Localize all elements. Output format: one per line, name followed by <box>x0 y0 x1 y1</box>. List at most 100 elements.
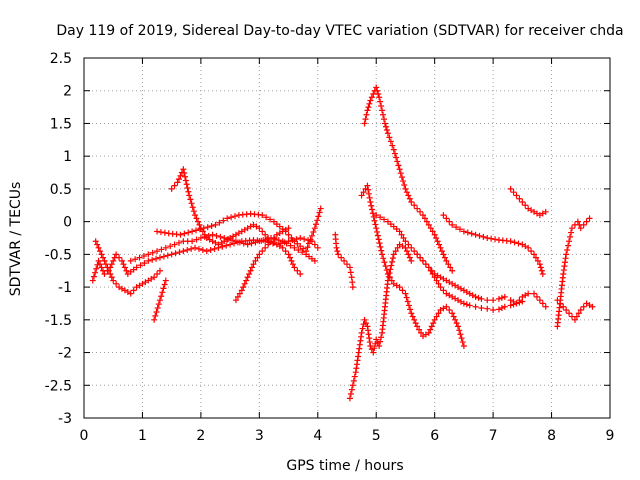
data-point <box>484 297 491 304</box>
data-point <box>396 284 403 291</box>
series-arc-l <box>414 251 526 313</box>
data-point <box>369 210 376 217</box>
data-point <box>378 334 385 341</box>
data-point <box>156 267 163 274</box>
data-point <box>254 254 261 261</box>
plot-frame <box>83 57 611 419</box>
data-point <box>350 377 357 384</box>
data-point <box>484 305 491 312</box>
data-point <box>89 277 96 284</box>
data-point <box>456 327 463 334</box>
data-point <box>537 264 544 271</box>
data-point <box>560 303 567 310</box>
data-point <box>213 232 220 239</box>
data-point <box>532 254 539 261</box>
data-point <box>197 235 204 241</box>
data-point <box>419 212 426 219</box>
data-point <box>365 104 372 111</box>
data-point <box>232 297 239 304</box>
data-point <box>185 229 192 236</box>
data-point <box>416 326 423 333</box>
data-point <box>381 116 388 123</box>
data-point <box>394 244 401 251</box>
data-point <box>256 251 263 258</box>
series-arc-e <box>168 166 304 277</box>
x-tick-label: 2 <box>196 428 205 444</box>
data-point <box>478 295 485 302</box>
data-point <box>373 84 380 91</box>
data-point <box>384 271 391 277</box>
x-tick-label: 5 <box>372 428 381 444</box>
data-point <box>437 284 444 291</box>
data-point <box>154 271 161 277</box>
series-arc-i <box>346 241 415 402</box>
data-point <box>291 264 298 271</box>
data-point <box>382 123 389 130</box>
data-point <box>95 257 102 264</box>
data-point <box>501 303 508 310</box>
data-point <box>536 261 543 268</box>
data-point <box>247 267 254 274</box>
data-point <box>393 154 400 161</box>
data-point <box>574 218 581 225</box>
data-point <box>427 326 434 333</box>
data-point <box>566 238 573 245</box>
data-point <box>217 233 224 240</box>
data-point <box>455 323 462 330</box>
data-point <box>244 274 251 281</box>
data-point <box>533 293 540 300</box>
data-point <box>120 261 127 268</box>
data-point <box>389 255 396 262</box>
y-tick-label: 1 <box>63 149 72 165</box>
data-point <box>411 316 418 323</box>
data-point <box>366 194 373 201</box>
data-point <box>371 217 378 224</box>
data-point <box>92 269 99 276</box>
data-point <box>130 287 137 294</box>
data-point <box>151 274 158 281</box>
data-point <box>168 185 175 192</box>
data-point <box>436 241 443 248</box>
data-point <box>460 343 467 349</box>
data-point <box>403 294 410 301</box>
data-point <box>531 290 538 297</box>
data-point <box>360 189 367 196</box>
data-point <box>236 239 243 246</box>
data-point <box>110 257 117 264</box>
x-tick-label: 8 <box>547 428 556 444</box>
data-point <box>285 251 292 258</box>
data-point <box>136 254 143 261</box>
data-point <box>513 300 520 307</box>
data-point <box>507 302 514 309</box>
data-point <box>459 339 466 346</box>
y-tick-label: -1.5 <box>45 313 72 329</box>
data-point <box>151 316 158 323</box>
data-point <box>349 382 356 389</box>
data-point <box>164 252 171 259</box>
data-point <box>311 225 318 232</box>
data-point <box>539 271 546 277</box>
data-point <box>377 338 384 345</box>
data-point <box>425 264 432 271</box>
data-point <box>219 243 226 250</box>
data-point <box>188 245 195 252</box>
data-point <box>404 298 411 305</box>
data-point <box>402 290 409 297</box>
data-point <box>90 273 97 280</box>
data-point <box>228 214 235 221</box>
data-point <box>184 247 191 253</box>
data-point <box>380 255 387 262</box>
data-point <box>95 244 102 251</box>
y-tick-label: 2.5 <box>50 51 72 67</box>
data-point <box>348 386 355 393</box>
data-point <box>223 242 230 249</box>
data-point <box>260 237 267 244</box>
data-point <box>370 349 377 356</box>
data-point <box>154 248 161 255</box>
data-point <box>186 192 193 199</box>
data-point <box>456 226 463 233</box>
x-tick-label: 3 <box>255 428 264 444</box>
data-point <box>396 228 403 235</box>
data-point <box>472 293 479 300</box>
data-point <box>464 229 471 236</box>
